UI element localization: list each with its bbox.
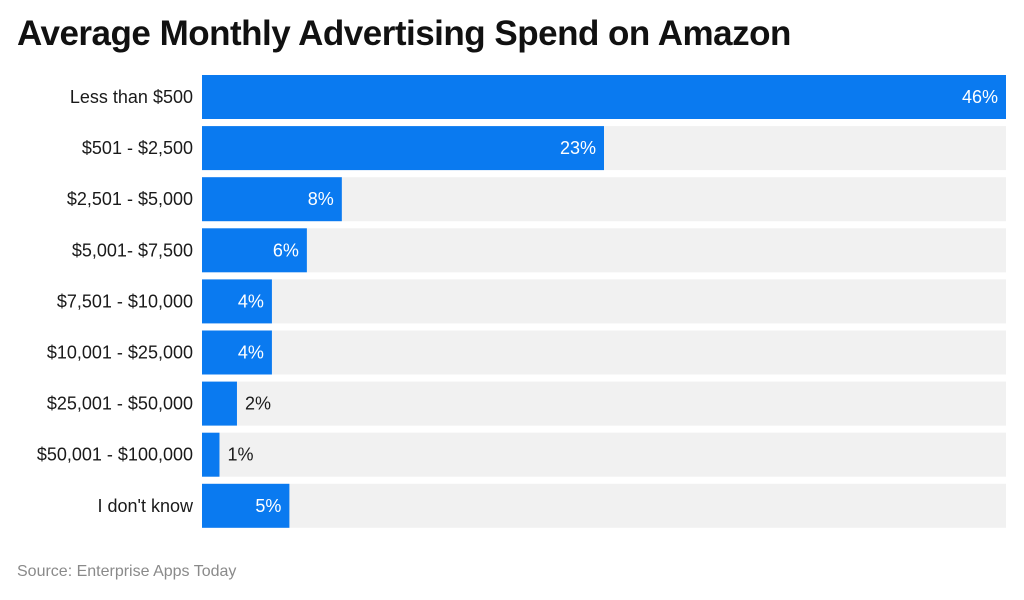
value-label: 2% — [245, 394, 271, 414]
bar — [202, 75, 1006, 119]
category-label: Less than $500 — [70, 87, 193, 107]
bar — [202, 228, 307, 273]
category-label: $25,001 - $50,000 — [47, 394, 193, 414]
bar-track — [202, 432, 1006, 477]
value-label: 8% — [308, 189, 334, 209]
value-label: 23% — [560, 138, 596, 158]
category-label: $5,001- $7,500 — [72, 240, 193, 260]
chart-title: Average Monthly Advertising Spend on Ama… — [17, 14, 791, 53]
bar-track — [202, 228, 1006, 273]
category-label: $50,001 - $100,000 — [37, 445, 193, 465]
category-label: I don't know — [98, 496, 194, 516]
category-label: $10,001 - $25,000 — [47, 343, 193, 363]
bar-track — [202, 330, 1006, 375]
category-label: $7,501 - $10,000 — [57, 291, 193, 311]
value-label: 6% — [273, 240, 299, 260]
bar — [202, 483, 290, 528]
value-label: 4% — [238, 291, 264, 311]
bar — [202, 432, 220, 477]
bar — [202, 126, 604, 171]
bar — [202, 381, 237, 426]
bar-track — [202, 279, 1006, 324]
value-label: 1% — [227, 445, 253, 465]
category-label: $501 - $2,500 — [82, 138, 193, 158]
value-label: 46% — [962, 87, 998, 107]
category-label: $2,501 - $5,000 — [67, 189, 193, 209]
bar — [202, 330, 272, 375]
bar-track — [202, 483, 1006, 528]
source-note: Source: Enterprise Apps Today — [17, 563, 237, 580]
value-label: 5% — [255, 496, 281, 516]
value-label: 4% — [238, 343, 264, 363]
bar — [202, 177, 342, 222]
bar-track — [202, 381, 1006, 426]
bar — [202, 279, 272, 324]
